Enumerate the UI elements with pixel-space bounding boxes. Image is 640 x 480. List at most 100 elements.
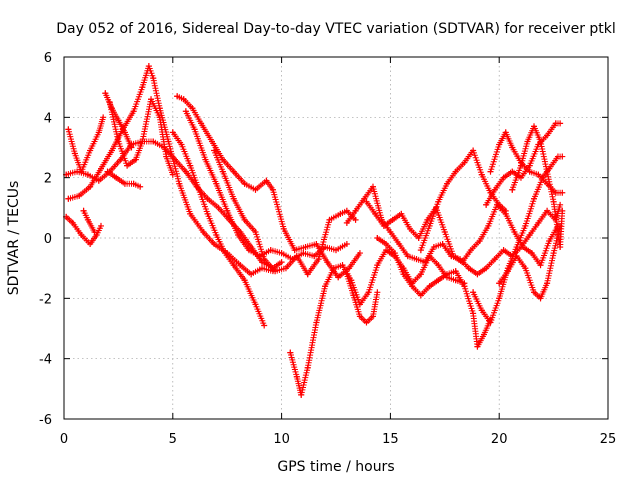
x-tick-label: 5 [169, 432, 177, 447]
y-tick-label: 2 [44, 172, 52, 187]
data-point [313, 241, 320, 248]
data-point [261, 322, 268, 329]
data-point [208, 138, 215, 145]
x-axis-label: GPS time / hours [277, 459, 394, 475]
data-point [282, 265, 289, 272]
data-point [544, 132, 551, 139]
data-point [550, 250, 557, 257]
data-point [544, 280, 551, 287]
data-point [145, 63, 152, 70]
data-point [121, 180, 128, 187]
data-point [213, 180, 220, 187]
data-point [485, 222, 492, 229]
data-point [398, 210, 405, 217]
data-point [389, 216, 396, 223]
data-point [130, 108, 137, 115]
series-track-19 [470, 153, 566, 326]
data-point [100, 114, 107, 121]
data-point [526, 168, 533, 175]
data-point [526, 162, 533, 169]
data-point [528, 250, 535, 257]
data-point [93, 231, 100, 238]
data-point [483, 201, 490, 208]
data-point [115, 138, 122, 145]
data-point [137, 183, 144, 190]
data-point [87, 241, 94, 248]
data-point [546, 238, 553, 245]
data-point [522, 222, 529, 229]
data-point [363, 319, 370, 326]
data-point [269, 186, 276, 193]
data-point [278, 259, 285, 266]
data-point [278, 250, 285, 257]
data-point [235, 231, 242, 238]
data-point [470, 289, 477, 296]
data-point [241, 216, 248, 223]
data-point [513, 253, 520, 260]
data-point [496, 201, 503, 208]
data-point [422, 259, 429, 266]
data-point [330, 265, 337, 272]
chart-title: Day 052 of 2016, Sidereal Day-to-day VTE… [56, 21, 616, 37]
series-track-7 [106, 96, 176, 178]
series-track-4 [63, 213, 104, 248]
data-point [108, 105, 115, 112]
data-point [487, 319, 494, 326]
data-point [104, 168, 111, 175]
data-point [369, 183, 376, 190]
data-point [87, 147, 94, 154]
data-point [291, 247, 298, 254]
data-point [480, 331, 487, 338]
data-point [531, 195, 538, 202]
data-point [356, 250, 363, 257]
data-point [509, 144, 516, 151]
data-point [324, 259, 331, 266]
data-point [502, 129, 509, 136]
data-point [84, 171, 91, 178]
data-point [369, 313, 376, 320]
data-point [430, 244, 437, 251]
data-point [452, 277, 459, 284]
data-point [524, 138, 531, 145]
data-point [517, 162, 524, 169]
series-track-12 [211, 147, 359, 278]
data-point [500, 174, 507, 181]
data-point [245, 247, 252, 254]
data-point [496, 280, 503, 287]
data-point [513, 244, 520, 251]
data-point [435, 262, 442, 269]
data-point [211, 241, 218, 248]
data-point [374, 289, 381, 296]
data-point [95, 129, 102, 136]
data-point [352, 216, 359, 223]
data-point [441, 228, 448, 235]
data-point [198, 120, 205, 127]
data-point [304, 364, 311, 371]
data-point [496, 141, 503, 148]
data-point [211, 147, 218, 154]
data-point [150, 138, 157, 145]
data-point [87, 183, 94, 190]
ticks: 0 5 10 15 20 25 -6 -4 -2 0 2 4 6 [39, 51, 616, 447]
data-point [526, 231, 533, 238]
data-point [474, 271, 481, 278]
data-point [522, 265, 529, 272]
data-point [219, 168, 226, 175]
y-tick-label: -2 [39, 292, 52, 307]
data-point [326, 216, 333, 223]
data-point [531, 123, 538, 130]
data-point [380, 222, 387, 229]
x-tick-label: 20 [491, 432, 508, 447]
data-point [202, 156, 209, 163]
data-point [474, 343, 481, 350]
data-point [130, 180, 137, 187]
data-point [439, 241, 446, 248]
data-point [426, 222, 433, 229]
series-track-9 [174, 93, 363, 281]
data-point [452, 268, 459, 275]
data-point [361, 195, 368, 202]
data-point [108, 147, 115, 154]
data-point [71, 150, 78, 157]
data-point [544, 207, 551, 214]
